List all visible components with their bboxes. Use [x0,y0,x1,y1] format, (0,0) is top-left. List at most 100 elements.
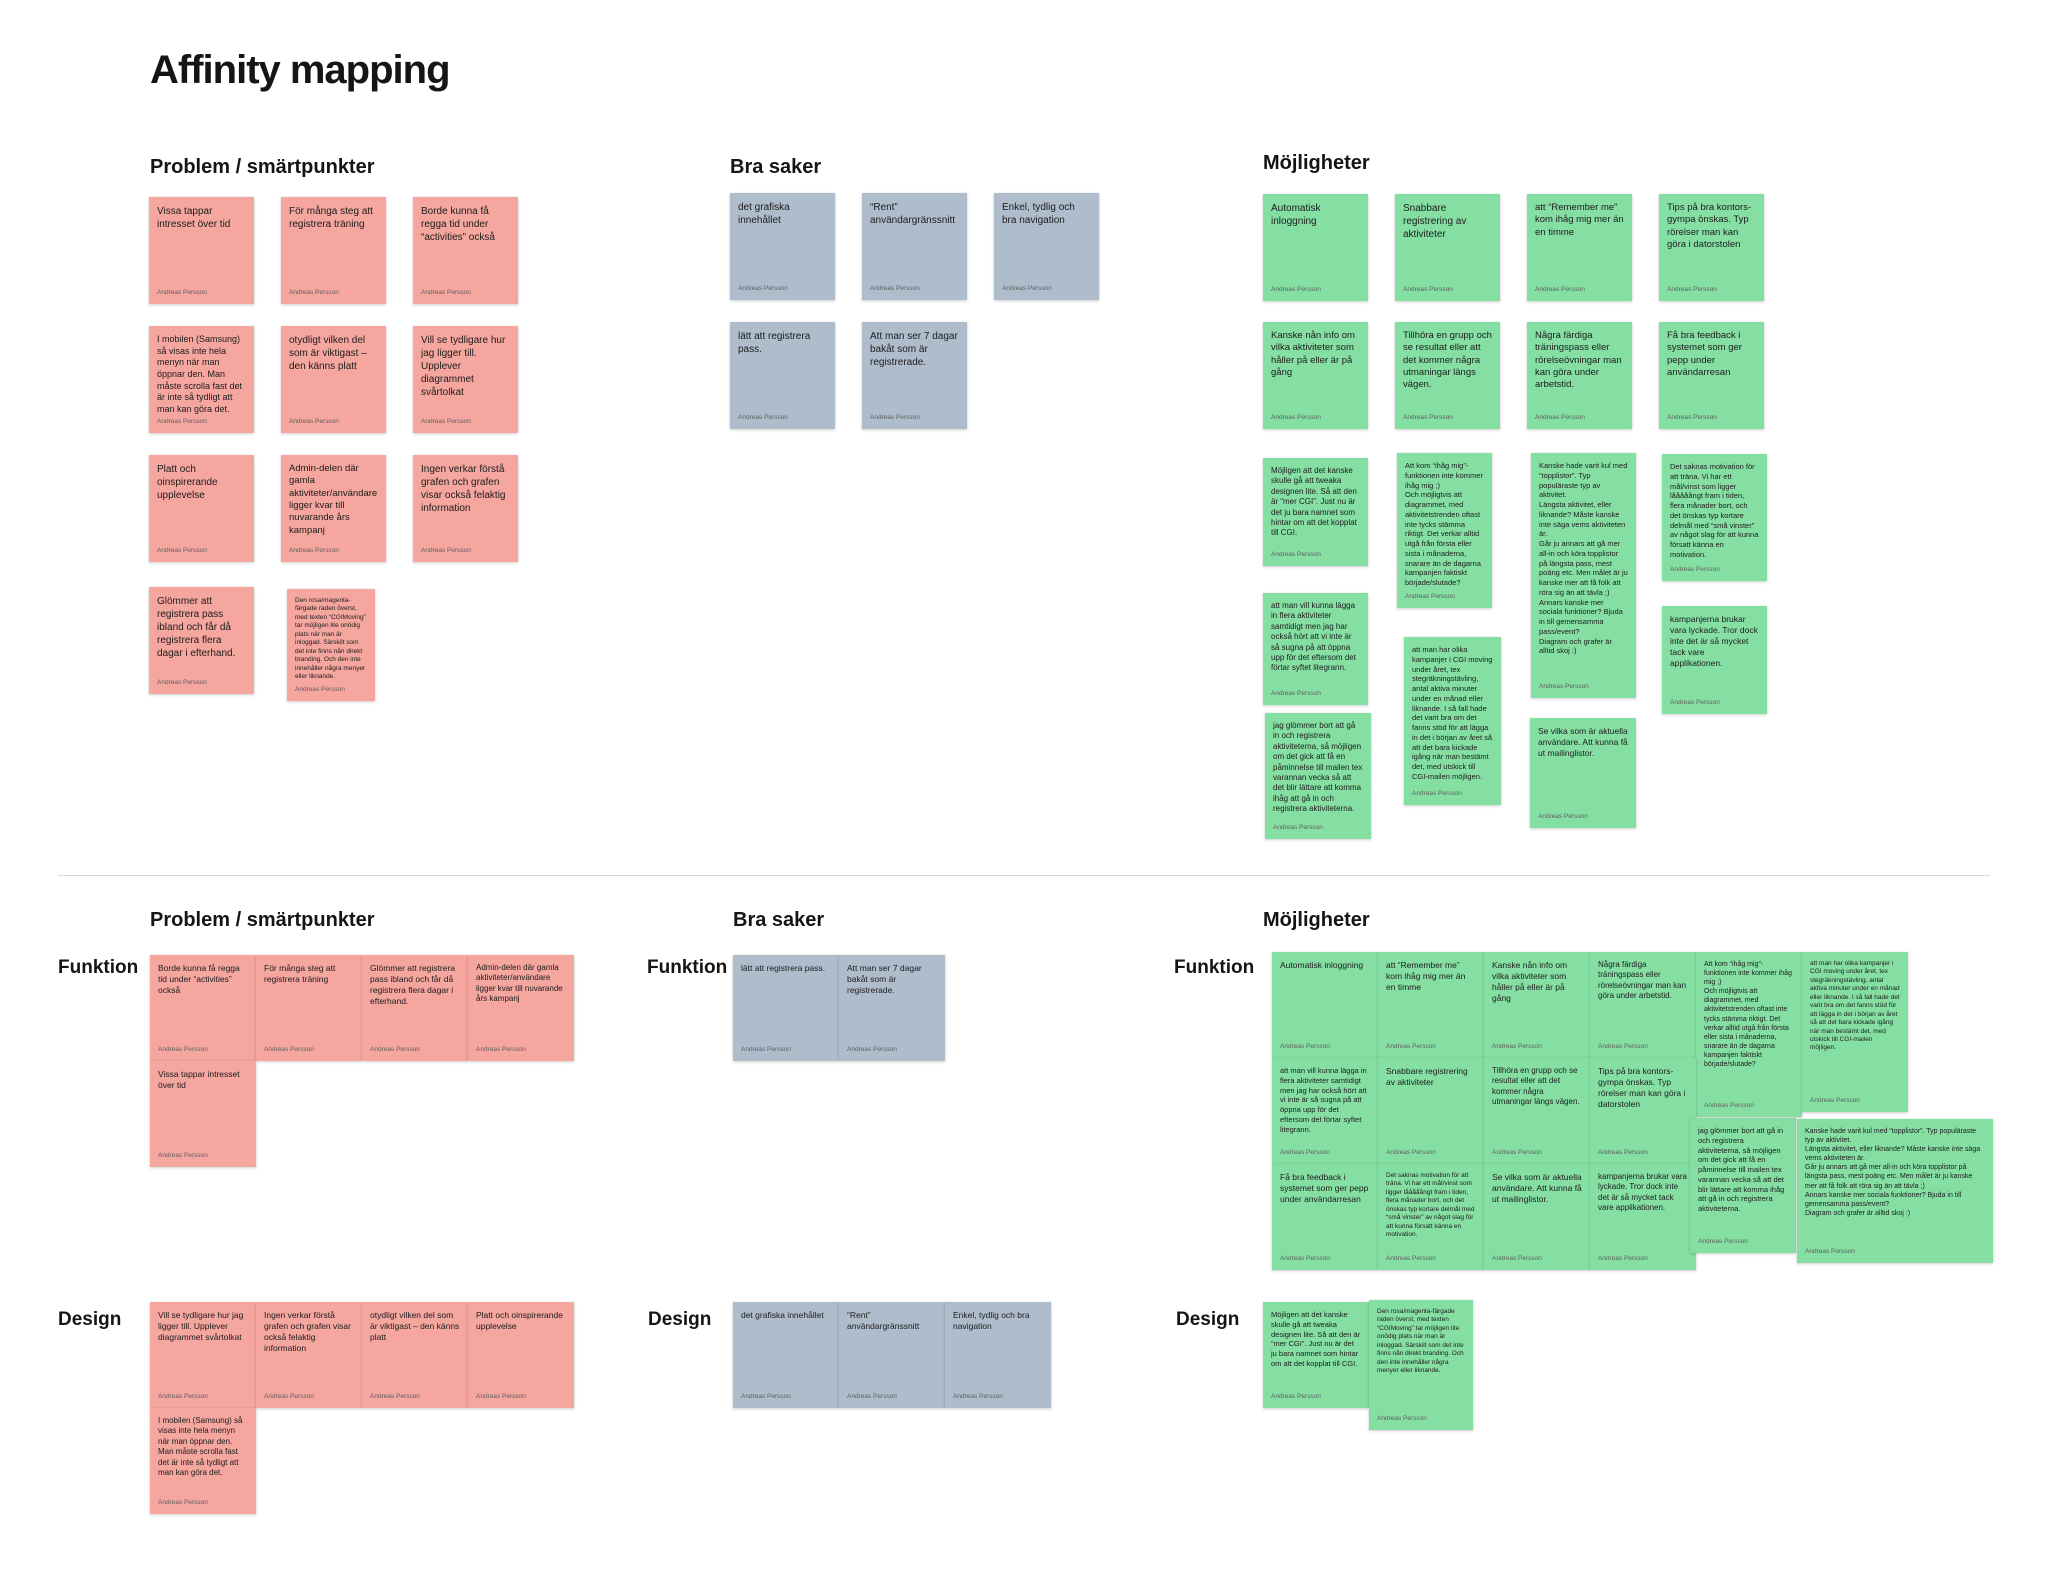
note-text: Automatisk inloggning [1280,960,1364,970]
note-author: Andreas Persson [157,547,207,555]
note-author: Andreas Persson [1598,1255,1648,1263]
note-text: Tips på bra kontors-gympa önskas. Typ rö… [1598,1066,1688,1110]
sticky-note[interactable]: Snabbare registrering av aktiviteter Andr… [1395,194,1500,301]
sticky-note[interactable]: Enkel, tydlig och bra navigation Andreas … [945,1302,1051,1408]
sticky-note[interactable]: Vissa tappar intresset över tid Andreas P… [150,1061,256,1167]
sticky-note[interactable]: Kanske hade varit kul med “topplistor”. … [1797,1119,1993,1263]
note-text: “Rent” användargränssnitt [847,1310,920,1332]
note-text: Tillhöra en grupp och se resultat eller … [1492,1066,1580,1107]
sticky-note[interactable]: I mobilen (Samsung) så visas inte hela m… [150,1408,256,1514]
sticky-note[interactable]: Några färdiga träningspass eller rörelse… [1527,322,1632,429]
sticky-note[interactable]: otydligt vilken del som är viktigast – d… [281,326,386,433]
sticky-note[interactable]: lätt att registrera pass. Andreas Persson [730,322,835,429]
sticky-note[interactable]: Att man ser 7 dagar bakåt som är registr… [839,955,945,1061]
sticky-note[interactable]: Tips på bra kontors-gympa önskas. Typ rö… [1590,1058,1696,1164]
sticky-note[interactable]: Borde kunna få regga tid under “activiti… [150,955,256,1061]
sticky-note[interactable]: kampanjerna brukar vara lyckade. Tror do… [1590,1164,1696,1270]
sticky-note[interactable]: Kanske nån info om vilka aktiviteter som… [1263,322,1368,429]
note-text: Se vilka som är aktuella användare. Att … [1492,1172,1582,1205]
note-author: Andreas Persson [158,1152,208,1160]
sticky-note[interactable]: “Rent” användargränssnitt Andreas Persson [862,193,967,300]
note-text: att man vill kunna lägga in flera aktivi… [1271,601,1359,673]
section-header: Problem / smärtpunkter [150,156,375,178]
sticky-note[interactable]: Vill se tydligare hur jag ligger till. U… [413,326,518,433]
sticky-note[interactable]: Tips på bra kontors-gympa önskas. Typ rö… [1659,194,1764,301]
sticky-note[interactable]: jag glömmer bort att gå in och registrer… [1690,1118,1796,1253]
sticky-note[interactable]: att man har olika kampanjer i CGI moving… [1404,637,1501,805]
sticky-note[interactable]: det grafiska innehållet Andreas Persson [730,193,835,300]
sticky-note[interactable]: Att kom “ihåg mig”-funktionen inte komme… [1397,453,1492,608]
note-author: Andreas Persson [158,1046,208,1054]
note-text: att “Remember me” kom ihåg mig mer än en… [1535,202,1624,238]
sticky-note[interactable]: Glömmer att registrera pass ibland och f… [362,955,468,1061]
note-text: Få bra feedback i systemet som ger pepp … [1667,330,1745,379]
sticky-note[interactable]: Tillhöra en grupp och se resultat eller … [1484,1058,1590,1164]
sticky-note[interactable]: Att kom “ihåg mig”-funktionen inte komme… [1696,952,1802,1117]
sticky-note[interactable]: Snabbare registrering av aktiviteter Andr… [1378,1058,1484,1164]
note-author: Andreas Persson [421,289,471,297]
note-author: Andreas Persson [1667,286,1717,294]
sticky-note[interactable]: kampanjerna brukar vara lyckade. Tror do… [1662,606,1767,714]
sticky-note[interactable]: Admin-delen där gamla aktiviteter/använd… [468,955,574,1061]
sticky-note[interactable]: att man vill kunna lägga in flera aktivi… [1263,593,1368,705]
sticky-note[interactable]: Få bra feedback i systemet som ger pepp … [1272,1164,1378,1270]
sticky-note[interactable]: att man vill kunna lägga in flera aktivi… [1272,1058,1378,1164]
sticky-note[interactable]: otydligt vilken del som är viktigast – d… [362,1302,468,1408]
note-text: I mobilen (Samsung) så visas inte hela m… [158,1416,245,1477]
section-header: Bra saker [733,909,825,931]
note-text: kampanjerna brukar vara lyckade. Tror do… [1598,1172,1687,1213]
note-author: Andreas Persson [1403,286,1453,294]
sticky-note[interactable]: Platt och oinspirerande upplevelse Andrea… [468,1302,574,1408]
note-text: Snabbare registrering av aktiviteter [1403,203,1470,240]
sticky-note[interactable]: jag glömmer bort att gå in och registrer… [1265,713,1371,839]
sticky-note[interactable]: Automatisk inloggning Andreas Persson [1272,952,1378,1058]
sticky-note[interactable]: Se vilka som är aktuella användare. Att … [1530,718,1636,828]
sticky-note[interactable]: Några färdiga träningspass eller rörelse… [1590,952,1696,1058]
sticky-note[interactable]: Admin-delen där gamla aktiviteter/använd… [281,455,386,562]
sticky-note[interactable]: att “Remember me” kom ihåg mig mer än en… [1527,194,1632,301]
sticky-note[interactable]: I mobilen (Samsung) så visas inte hela m… [149,326,254,433]
sticky-note[interactable]: Att man ser 7 dagar bakåt som är registr… [862,322,967,429]
note-author: Andreas Persson [1805,1248,1855,1256]
sticky-note[interactable]: För många steg att registrera träning And… [281,197,386,304]
sticky-note[interactable]: det grafiska innehållet Andreas Persson [733,1302,839,1408]
note-text: Möjligen att det kanske skulle gå att tw… [1271,466,1360,538]
sticky-note[interactable]: att man har olika kampanjer i CGI moving… [1802,952,1908,1112]
note-author: Andreas Persson [158,1499,208,1507]
note-author: Andreas Persson [1271,1393,1321,1401]
note-author: Andreas Persson [847,1046,897,1054]
sticky-note[interactable]: Vissa tappar intresset över tid Andreas P… [149,197,254,304]
sticky-note[interactable]: Den rosa/magenta-färgade raden överst, m… [287,589,375,701]
sticky-note[interactable]: Platt och oinspirerande upplevelse Andrea… [149,455,254,562]
sticky-note[interactable]: Kanske nån info om vilka aktiviteter som… [1484,952,1590,1058]
sticky-note[interactable]: Borde kunna få regga tid under “activiti… [413,197,518,304]
note-text: Tillhöra en grupp och se resultat eller … [1403,330,1492,391]
sticky-note[interactable]: Ingen verkar förstå grafen och grafen vi… [256,1302,362,1408]
sticky-note[interactable]: Vill se tydligare hur jag ligger till. U… [150,1302,256,1408]
sticky-note[interactable]: lätt att registrera pass. Andreas Persson [733,955,839,1061]
sticky-note[interactable]: Tillhöra en grupp och se resultat eller … [1395,322,1500,429]
sticky-note[interactable]: “Rent” användargränssnitt Andreas Persson [839,1302,945,1408]
sticky-note[interactable]: Den rosa/magenta-färgade raden överst, m… [1369,1300,1473,1430]
note-author: Andreas Persson [1271,414,1321,422]
sticky-note[interactable]: Det saknas motivation för att träna. Vi … [1662,454,1767,581]
sticky-note[interactable]: Se vilka som är aktuella användare. Att … [1484,1164,1590,1270]
sticky-note[interactable]: För många steg att registrera träning And… [256,955,362,1061]
note-author: Andreas Persson [1535,286,1585,294]
sticky-note[interactable]: Glömmer att registrera pass ibland och f… [149,587,254,694]
sticky-note[interactable]: Kanske hade varit kul med “topplistor”. … [1531,453,1636,698]
note-author: Andreas Persson [1539,683,1589,691]
note-text: otydligt vilken del som är viktigast – d… [370,1310,460,1343]
sticky-note[interactable]: Möjligen att det kanske skulle gå att tw… [1263,1302,1369,1408]
sticky-note[interactable]: Enkel, tydlig och bra navigation Andreas … [994,193,1099,300]
sticky-note[interactable]: Få bra feedback i systemet som ger pepp … [1659,322,1764,429]
sticky-note[interactable]: Automatisk inloggning Andreas Persson [1263,194,1368,301]
sticky-note[interactable]: att “Remember me” kom ihåg mig mer än en… [1378,952,1484,1058]
sticky-note[interactable]: Det saknas motivation för att träna. Vi … [1378,1164,1484,1270]
sticky-note[interactable]: Ingen verkar förstå grafen och grafen vi… [413,455,518,562]
note-text: kampanjerna brukar vara lyckade. Tror do… [1670,614,1758,669]
note-text: det grafiska innehållet [741,1310,824,1320]
note-author: Andreas Persson [1386,1043,1436,1051]
sticky-note[interactable]: Möjligen att det kanske skulle gå att tw… [1263,458,1368,566]
note-author: Andreas Persson [421,418,471,426]
